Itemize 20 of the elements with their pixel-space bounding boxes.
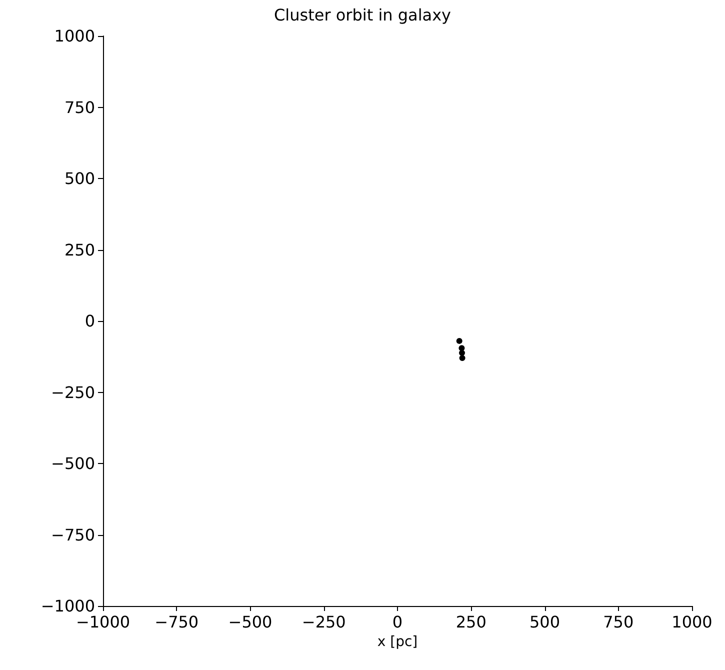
x-tick-label: 1000 <box>672 612 712 632</box>
chart-title: Cluster orbit in galaxy <box>274 6 452 24</box>
y-tick-label: 500 <box>64 169 95 188</box>
y-tick-label: 750 <box>64 98 95 117</box>
y-tick-label: −750 <box>51 525 95 544</box>
x-tick-label: 500 <box>529 612 560 632</box>
x-tick-label: −750 <box>154 612 199 632</box>
y-tick-label: −500 <box>51 454 95 473</box>
y-tick-label: 0 <box>84 312 95 330</box>
y-tick-label: −1000 <box>40 596 95 616</box>
y-tick-label: 1000 <box>54 26 95 46</box>
x-tick-label: 250 <box>456 612 486 632</box>
x-tick-label: 0 <box>392 612 403 632</box>
x-axis-title: x [pc] <box>377 634 418 650</box>
x-tick-label: 750 <box>603 612 634 632</box>
y-tick-label: −250 <box>51 382 95 402</box>
x-tick-label: −250 <box>302 612 346 632</box>
x-tick-label: −1000 <box>76 612 130 632</box>
y-tick-label: 250 <box>64 240 95 260</box>
x-tick-label: −500 <box>228 612 272 632</box>
